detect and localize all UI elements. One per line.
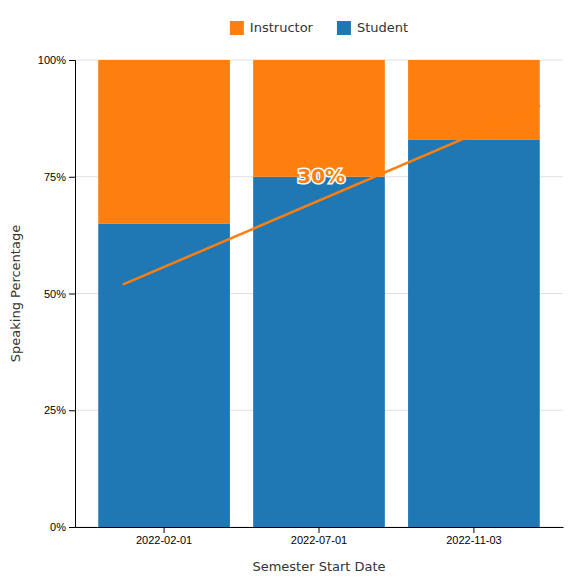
x-tick: 2022-11-03	[446, 527, 501, 546]
annotation: 30%	[124, 107, 539, 284]
y-tick-mark	[69, 527, 75, 528]
chart: 2022-02-01 2022-07-01 2022-11-03 0% 25% 50% 75…	[0, 0, 583, 587]
x-tick-label: 2022-11-03	[446, 534, 501, 546]
bar	[408, 60, 540, 139]
y-tick-mark	[69, 177, 75, 178]
x-tick-mark	[473, 527, 474, 533]
y-tick: 75%	[44, 171, 75, 183]
x-tick-label: 2022-02-01	[136, 534, 192, 546]
y-tick: 0%	[50, 521, 75, 533]
y-tick-mark	[69, 410, 75, 411]
legend-swatch	[230, 21, 244, 35]
x-tick: 2022-07-01	[291, 527, 347, 546]
legend-item: Student	[337, 20, 408, 36]
legend-swatch	[337, 21, 351, 35]
y-tick-mark	[69, 294, 75, 295]
x-tick-mark	[164, 527, 165, 533]
x-axis: 2022-02-01 2022-07-01 2022-11-03	[76, 527, 564, 546]
y-tick-mark	[69, 60, 75, 61]
y-tick-label: 75%	[44, 171, 66, 183]
y-axis-title: Speaking Percentage	[8, 225, 23, 362]
plot: 2022-02-01 2022-07-01 2022-11-03 0% 25% 50% 75…	[8, 54, 564, 574]
y-tick-label: 100%	[38, 54, 66, 66]
grid	[75, 60, 563, 527]
bars	[98, 60, 540, 527]
arrow	[124, 107, 539, 284]
bar	[98, 223, 230, 527]
y-tick-label: 25%	[44, 404, 66, 416]
y-tick-label: 50%	[44, 288, 66, 300]
x-tick-label: 2022-07-01	[291, 534, 347, 546]
annotation-text: 30%	[297, 164, 345, 188]
legend-item: Instructor	[230, 20, 314, 36]
legend-label: Student	[357, 20, 408, 35]
x-axis-title: Semester Start Date	[252, 559, 385, 574]
y-tick-label: 0%	[50, 521, 66, 533]
series	[98, 60, 540, 223]
x-tick-mark	[319, 527, 320, 533]
y-axis-line	[69, 61, 76, 528]
y-axis: 0% 25% 50% 75% 100%	[38, 54, 76, 533]
legend-label: Instructor	[250, 20, 314, 35]
bar	[98, 60, 230, 223]
y-tick: 100%	[38, 54, 75, 66]
y-tick: 50%	[44, 288, 75, 300]
y-tick: 25%	[44, 404, 75, 416]
bar	[408, 139, 540, 527]
bar	[253, 60, 385, 177]
x-tick: 2022-02-01	[136, 527, 192, 546]
bar	[253, 177, 385, 527]
legend: Instructor Student	[230, 20, 408, 36]
